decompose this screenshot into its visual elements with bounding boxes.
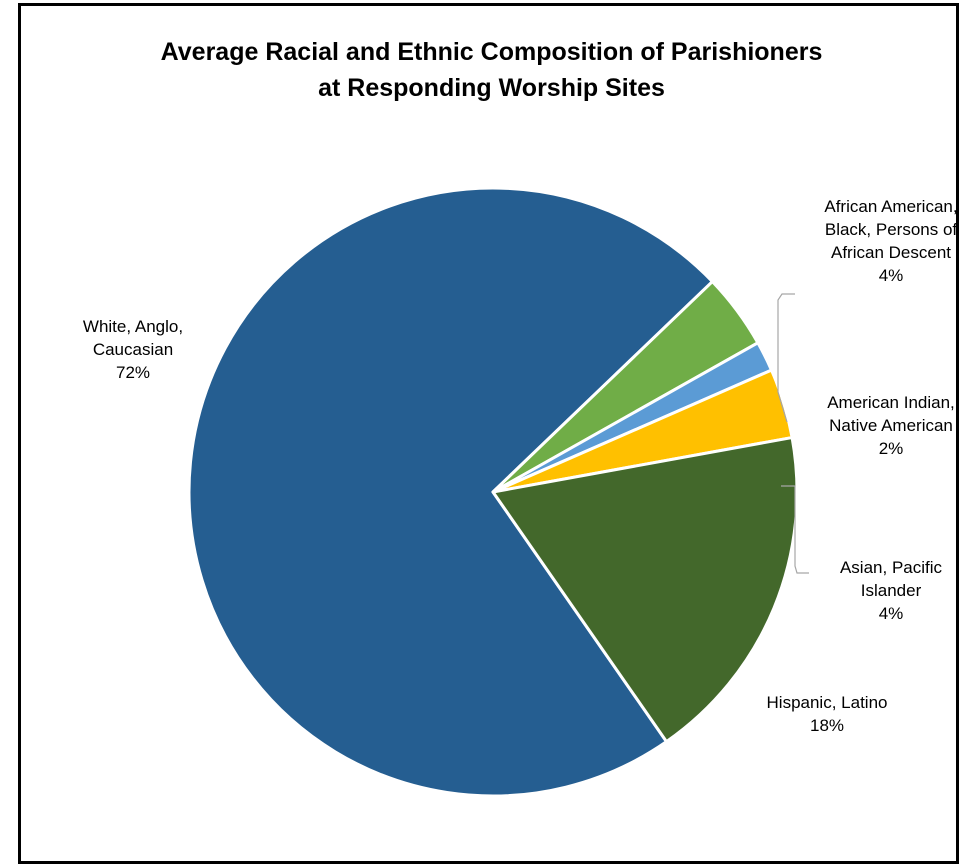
- data-label-african-line-3: African Descent: [831, 243, 951, 262]
- data-label-african: African American, Black, Persons of Africa…: [824, 197, 957, 285]
- leader-line-asian: [781, 485, 809, 574]
- leader-line-african: [777, 293, 795, 423]
- pie-slice-white: [187, 186, 714, 798]
- data-label-white: White, Anglo, Caucasian 72%: [83, 317, 183, 382]
- data-label-indian-line-1: American Indian,: [827, 393, 955, 412]
- pie-chart: White, Anglo, Caucasian 72% African America…: [83, 186, 958, 798]
- data-label-asian-line-1: Asian, Pacific: [840, 558, 943, 577]
- data-label-indian-percent: 2%: [879, 439, 904, 458]
- data-label-hispanic-line-1: Hispanic, Latino: [767, 693, 888, 712]
- pie-slice-hispanic: [491, 436, 799, 744]
- data-label-hispanic-percent: 18%: [810, 716, 844, 735]
- data-label-african-percent: 4%: [879, 266, 904, 285]
- data-label-white-percent: 72%: [116, 363, 150, 382]
- chart-area: Average Racial and Ethnic Composition of…: [18, 3, 959, 864]
- chart-title-line-2: at Responding Worship Sites: [318, 74, 665, 102]
- chart-title-line-1: Average Racial and Ethnic Composition of…: [160, 38, 823, 66]
- data-label-white-line-2: Caucasian: [93, 340, 173, 359]
- data-label-white-line-1: White, Anglo,: [83, 317, 183, 336]
- data-label-indian: American Indian, Native American 2%: [827, 393, 955, 458]
- data-label-asian: Asian, Pacific Islander 4%: [840, 558, 943, 623]
- data-label-asian-percent: 4%: [879, 604, 904, 623]
- data-label-african-line-1: African American,: [824, 197, 957, 216]
- data-label-asian-line-2: Islander: [861, 581, 922, 600]
- data-label-hispanic: Hispanic, Latino 18%: [767, 693, 888, 735]
- data-label-indian-line-2: Native American: [829, 416, 953, 435]
- data-label-african-line-2: Black, Persons of: [825, 220, 958, 239]
- chart-title: Average Racial and Ethnic Composition of…: [21, 34, 962, 106]
